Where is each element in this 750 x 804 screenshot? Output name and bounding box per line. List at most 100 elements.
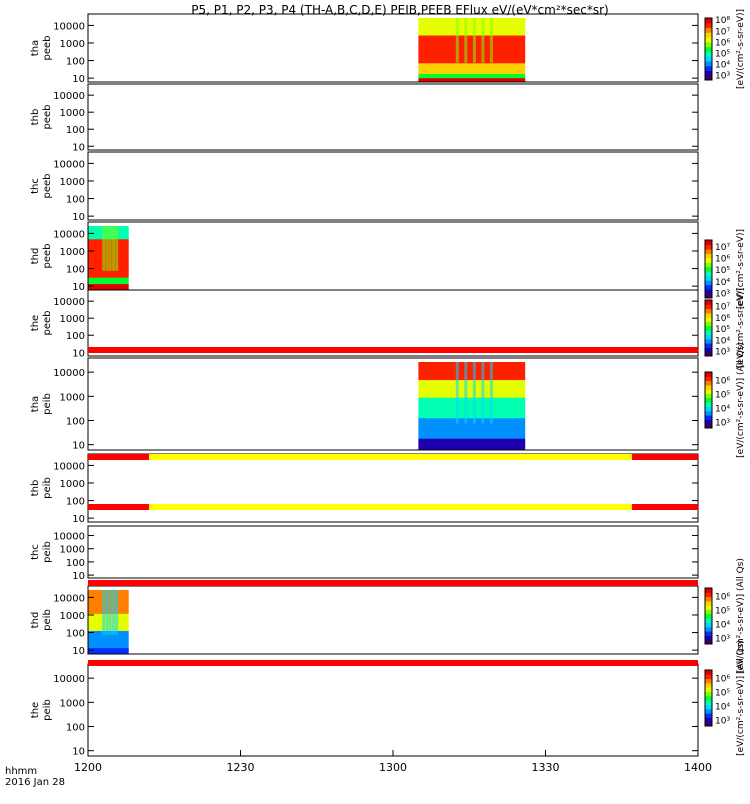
- colorbar-swatch: [705, 626, 712, 632]
- spectrogram-cell: [418, 414, 526, 419]
- spectrogram-streak: [489, 362, 493, 424]
- panel-frame: [87, 585, 699, 655]
- colorbar-swatch: [705, 51, 712, 57]
- spectrogram-cell: [418, 406, 526, 410]
- spectrogram-cell: [418, 75, 526, 79]
- panel-frame: [87, 289, 699, 357]
- colorbar-swatch: [705, 284, 712, 290]
- spectrogram-streak: [489, 18, 493, 63]
- y-tick-label: 1000: [60, 314, 85, 325]
- colorbar-swatch: [705, 406, 712, 412]
- panel-frame: [87, 453, 699, 523]
- y-tick-label: 100: [66, 57, 85, 68]
- colorbar-tick-label: 10³: [715, 634, 730, 644]
- spectrogram-streak: [108, 590, 112, 635]
- spectrogram-cell: [418, 67, 526, 70]
- panel-label-probe: the: [30, 702, 41, 718]
- colorbar-swatch: [705, 37, 712, 43]
- spectrogram-cell: [418, 79, 526, 83]
- colorbar-tick-label: 10⁸: [715, 16, 730, 26]
- colorbar-swatch: [705, 65, 712, 71]
- x-tick-label: 1330: [532, 761, 560, 774]
- spectrogram-cell: [418, 397, 526, 401]
- colorbar-swatch: [705, 592, 712, 598]
- panel-frame: [87, 221, 699, 291]
- colorbar-tick-label: 10⁴: [715, 404, 730, 414]
- colorbar-tick-label: 10⁶: [715, 314, 730, 324]
- colorbar-swatch: [705, 338, 712, 344]
- spectrogram-cell: [418, 45, 526, 49]
- panel-thd-peib: 10 100 1000 10000 thd peib: [30, 585, 699, 657]
- spectrogram-cell: [88, 641, 129, 644]
- panel-label-product: peib: [42, 393, 53, 415]
- y-tick-label: 10: [72, 514, 85, 525]
- colorbar-swatch: [705, 244, 712, 250]
- y-tick-label: 100: [66, 723, 85, 734]
- y-tick-label: 10: [72, 348, 85, 359]
- y-tick-label: 1000: [60, 611, 85, 622]
- panel-label-product: peeb: [42, 174, 53, 199]
- y-tick-label: 10000: [53, 532, 85, 543]
- colorbar-swatch: [705, 304, 712, 310]
- colorbar-tick-label: 10⁴: [715, 61, 730, 71]
- colorbar-swatch: [705, 46, 712, 52]
- footer-hhmm: hhmm: [5, 766, 37, 777]
- spectrogram-cell: [418, 73, 526, 77]
- spectrogram-cell: [88, 643, 129, 646]
- colorbar-swatch: [705, 708, 712, 714]
- spectrogram-cell: [88, 281, 129, 285]
- panel-label-product: peeb: [42, 105, 53, 130]
- panel-label-probe: thc: [30, 544, 41, 560]
- spectrogram-streak: [108, 226, 112, 271]
- colorbar-tha-peib: 10³ 10⁴ 10⁵ 10⁶ [eV/(cm²-s-sr-eV)] (All Qs): [704, 342, 746, 458]
- colorbar-swatch: [705, 308, 712, 314]
- colorbar-swatch: [705, 27, 712, 33]
- flag-bar-segment: [88, 660, 698, 666]
- colorbar-swatch: [705, 622, 712, 628]
- colorbar-swatch: [705, 613, 712, 619]
- colorbar-tick-label: 10⁷: [715, 303, 730, 313]
- footer-date: 2016 Jan 28: [5, 777, 65, 788]
- colorbar-swatch: [705, 397, 712, 403]
- spectrogram-cell: [418, 403, 526, 407]
- colorbar-unit-label: [eV/(cm²-s-sr-eV)]: [736, 229, 746, 309]
- colorbar-tick-label: 10⁵: [715, 688, 730, 698]
- spectrogram-cell: [418, 373, 526, 378]
- spectrogram-cell: [88, 270, 129, 274]
- panel-frame: [87, 13, 699, 83]
- colorbar-tick-label: 10³: [715, 418, 730, 428]
- spectrogram-streak: [112, 226, 115, 271]
- spectrogram-cell: [418, 364, 526, 369]
- spectrogram-cell: [88, 645, 129, 649]
- y-tick-label: 10: [72, 441, 85, 452]
- colorbar-swatch: [705, 700, 712, 705]
- flag-bar-segment: [631, 504, 698, 510]
- colorbar-swatch: [705, 60, 712, 67]
- y-tick-label: 100: [66, 629, 85, 640]
- flag-bar-segment: [631, 454, 698, 460]
- panel-the-peeb: 10 100 1000 10000 the peeb: [30, 289, 699, 359]
- panel-label-probe: thb: [30, 480, 41, 497]
- colorbar-swatch: [705, 389, 712, 394]
- colorbar-swatch: [705, 402, 712, 407]
- colorbar-unit-label: [eV/(cm²-s-sr-eV)] (All Qs): [736, 640, 746, 756]
- panel-label-product: peib: [42, 699, 53, 721]
- y-tick-label: 100: [66, 417, 85, 428]
- spectrogram-cell: [418, 20, 526, 23]
- colorbar-tick-label: 10⁵: [715, 390, 730, 400]
- spectrogram-cell: [418, 37, 526, 40]
- flag-bar-segment: [149, 504, 632, 510]
- spectrogram-cell: [418, 30, 526, 34]
- spectrogram-cell: [88, 277, 129, 280]
- colorbar-swatch: [705, 347, 712, 353]
- spectrogram-cell: [418, 417, 526, 422]
- spectrogram-cell: [418, 385, 526, 389]
- colorbar-swatch: [705, 317, 712, 322]
- colorbar-swatch: [705, 419, 712, 425]
- colorbar-swatch: [705, 721, 712, 727]
- y-tick-label: 10000: [53, 159, 85, 170]
- y-tick-label: 100: [66, 331, 85, 342]
